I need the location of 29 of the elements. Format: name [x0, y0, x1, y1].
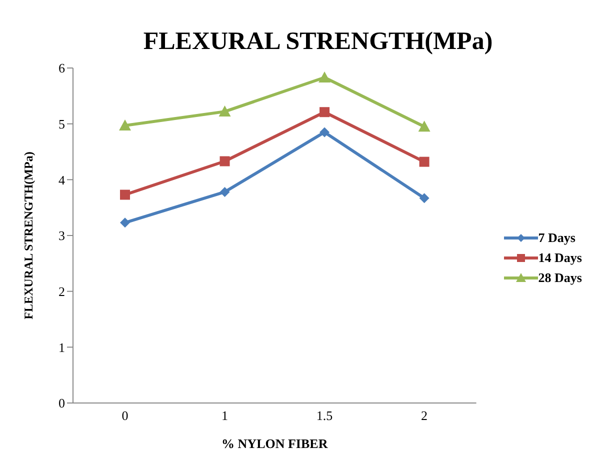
y-tick-label: 6 — [58, 60, 66, 76]
point — [220, 156, 230, 166]
y-tick-label: 5 — [58, 116, 65, 132]
point — [320, 127, 330, 138]
point — [119, 120, 131, 131]
point — [320, 107, 330, 118]
y-axis-title: FLEXURAL STRENGTH(MPa) — [21, 152, 36, 320]
point — [120, 218, 130, 228]
y-tick-label: 0 — [58, 396, 65, 411]
x-tick-label: 1 — [222, 408, 228, 424]
point — [419, 193, 430, 204]
point — [220, 186, 230, 197]
x-tick-label: 2 — [421, 408, 428, 424]
point — [418, 120, 430, 132]
point — [218, 106, 231, 117]
x-tick-label: 1.5 — [316, 408, 333, 424]
x-tick-label: 0 — [122, 408, 128, 424]
legend-label: 7 Days — [538, 230, 576, 246]
chart-title: FLEXURAL STRENGTH(MPa) — [142, 27, 494, 57]
point — [318, 71, 331, 82]
legend-label: 14 Days — [538, 250, 582, 266]
y-tick-label: 4 — [58, 172, 66, 188]
point — [419, 156, 430, 167]
y-tick-label: 2 — [58, 284, 65, 299]
legend-label: 28 Days — [538, 270, 582, 286]
y-tick-label: 3 — [58, 228, 65, 244]
point — [120, 190, 130, 200]
y-tick-label: 1 — [58, 340, 65, 355]
x-axis-title: % NYLON FIBER — [222, 436, 328, 451]
